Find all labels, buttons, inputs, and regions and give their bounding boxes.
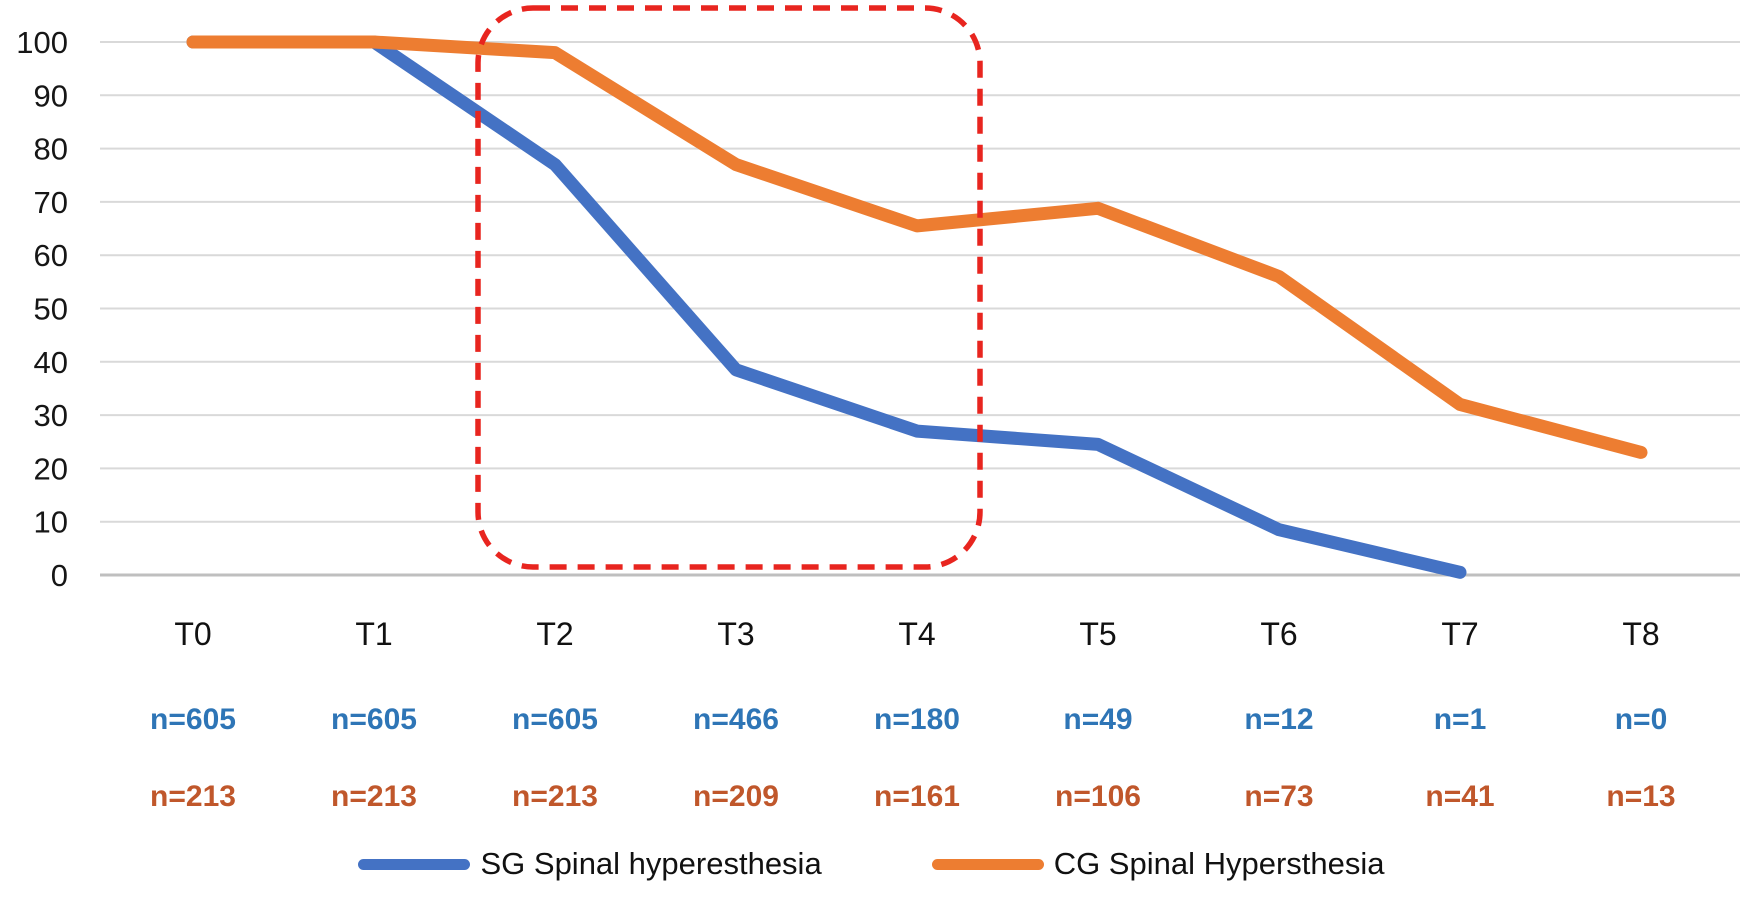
count-label-sg: n=605 xyxy=(331,703,417,736)
count-label-cg: n=73 xyxy=(1244,780,1314,813)
chart-canvas: 0 10 20 30 40 50 60 70 80 90 100 xyxy=(16,5,1740,593)
y-tick-label: 70 xyxy=(34,185,68,220)
chart-legend: SG Spinal hyperesthesia CG Spinal Hyperst… xyxy=(0,846,1743,882)
y-tick-label: 20 xyxy=(34,451,68,486)
x-axis-label-t7: T7 xyxy=(1441,616,1479,652)
count-label-sg: n=0 xyxy=(1614,703,1668,736)
x-axis-label-t0: T0 xyxy=(174,616,212,652)
series-line-sg xyxy=(186,35,1467,579)
count-label-sg: n=180 xyxy=(874,703,960,736)
y-tick-label: 100 xyxy=(16,25,68,60)
y-tick-label: 50 xyxy=(34,292,68,327)
count-label-cg: n=213 xyxy=(512,780,598,813)
count-label-cg: n=13 xyxy=(1606,780,1676,813)
count-row-cg: n=213 n=213 n=213 n=209 n=161 n=106 n=73 n=41 n=… xyxy=(0,780,1743,826)
legend-label: SG Spinal hyperesthesia xyxy=(480,846,822,881)
count-label-sg: n=49 xyxy=(1063,703,1133,736)
x-axis-label-t5: T5 xyxy=(1079,616,1117,652)
count-label-sg: n=605 xyxy=(512,703,598,736)
line-chart-plot-area: 0 10 20 30 40 50 60 70 80 90 100 xyxy=(16,5,1740,593)
x-axis-label-t4: T4 xyxy=(898,616,936,652)
x-axis-label-t6: T6 xyxy=(1260,616,1298,652)
series-line-cg xyxy=(186,35,1648,459)
count-row-sg: n=605 n=605 n=605 n=466 n=180 n=49 n=12 n=1 n=0 xyxy=(0,703,1743,749)
count-label-sg: n=466 xyxy=(693,703,779,736)
count-label-cg: n=213 xyxy=(150,780,236,813)
y-tick-label: 0 xyxy=(51,558,68,593)
x-axis-label-t8: T8 xyxy=(1622,616,1660,652)
count-label-cg: n=106 xyxy=(1055,780,1141,813)
y-tick-label: 60 xyxy=(34,238,68,273)
y-tick-label: 30 xyxy=(34,398,68,433)
legend-line-swatch xyxy=(931,858,1044,870)
count-label-sg: n=1 xyxy=(1433,703,1487,736)
count-label-sg: n=605 xyxy=(150,703,236,736)
y-tick-label: 80 xyxy=(34,132,68,167)
y-tick-label: 90 xyxy=(34,78,68,113)
highlight-dashed-box xyxy=(475,5,983,570)
y-tick-label: 10 xyxy=(34,505,68,540)
count-label-sg: n=12 xyxy=(1244,703,1314,736)
count-label-cg: n=41 xyxy=(1425,780,1495,813)
legend-item-sg: SG Spinal hyperesthesia xyxy=(358,846,822,882)
count-label-cg: n=213 xyxy=(331,780,417,813)
count-label-cg: n=209 xyxy=(693,780,779,813)
legend-label: CG Spinal Hypersthesia xyxy=(1053,846,1385,881)
y-tick-label: 40 xyxy=(34,345,68,380)
count-label-cg: n=161 xyxy=(874,780,960,813)
x-axis-labels: T0 T1 T2 T3 T4 T5 T6 T7 T8 xyxy=(0,616,1743,662)
x-axis-label-t3: T3 xyxy=(717,616,755,652)
x-axis-label-t1: T1 xyxy=(355,616,393,652)
legend-line-swatch xyxy=(358,858,471,870)
legend-item-cg: CG Spinal Hypersthesia xyxy=(931,846,1385,882)
x-axis-label-t2: T2 xyxy=(536,616,574,652)
